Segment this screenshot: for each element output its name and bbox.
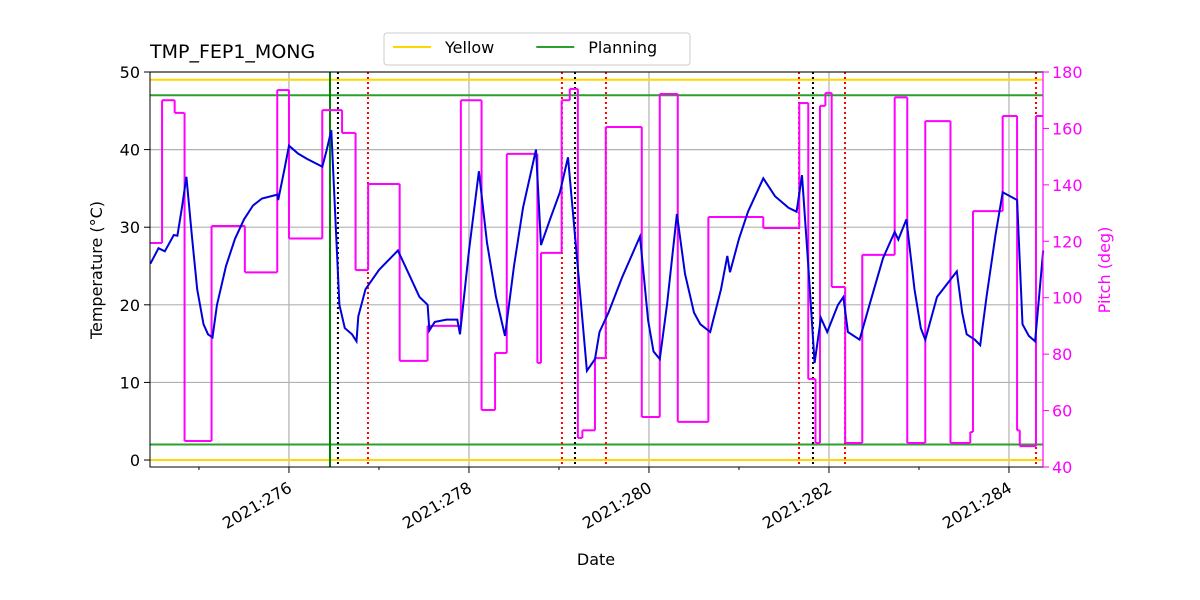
temperature-line (149, 129, 1045, 374)
y2-tick-label: 40 (1052, 458, 1072, 477)
y2-tick-label: 80 (1052, 345, 1072, 364)
legend-box (383, 32, 691, 66)
legend-label: Yellow (444, 38, 494, 57)
y2-tick-label: 60 (1052, 402, 1072, 421)
x-axis-label: Date (577, 550, 615, 569)
legend-label: Planning (588, 38, 657, 57)
y-tick-label: 40 (120, 141, 140, 160)
y2-tick-label: 100 (1052, 289, 1083, 308)
y-tick-label: 20 (120, 296, 140, 315)
y-axis-label: Temperature (°C) (87, 201, 106, 340)
y-tick-label: 30 (120, 218, 140, 237)
y2-tick-label: 120 (1052, 232, 1083, 251)
y-tick-label: 0 (130, 451, 140, 470)
y-tick-label: 10 (120, 373, 140, 392)
y2-axis-label: Pitch (deg) (1095, 227, 1114, 314)
y2-tick-label: 140 (1052, 176, 1083, 195)
chart-title: TMP_FEP1_MONG (149, 41, 315, 63)
y-tick-label: 50 (120, 63, 140, 82)
y2-tick-label: 180 (1052, 63, 1083, 82)
y2-tick-label: 160 (1052, 119, 1083, 138)
